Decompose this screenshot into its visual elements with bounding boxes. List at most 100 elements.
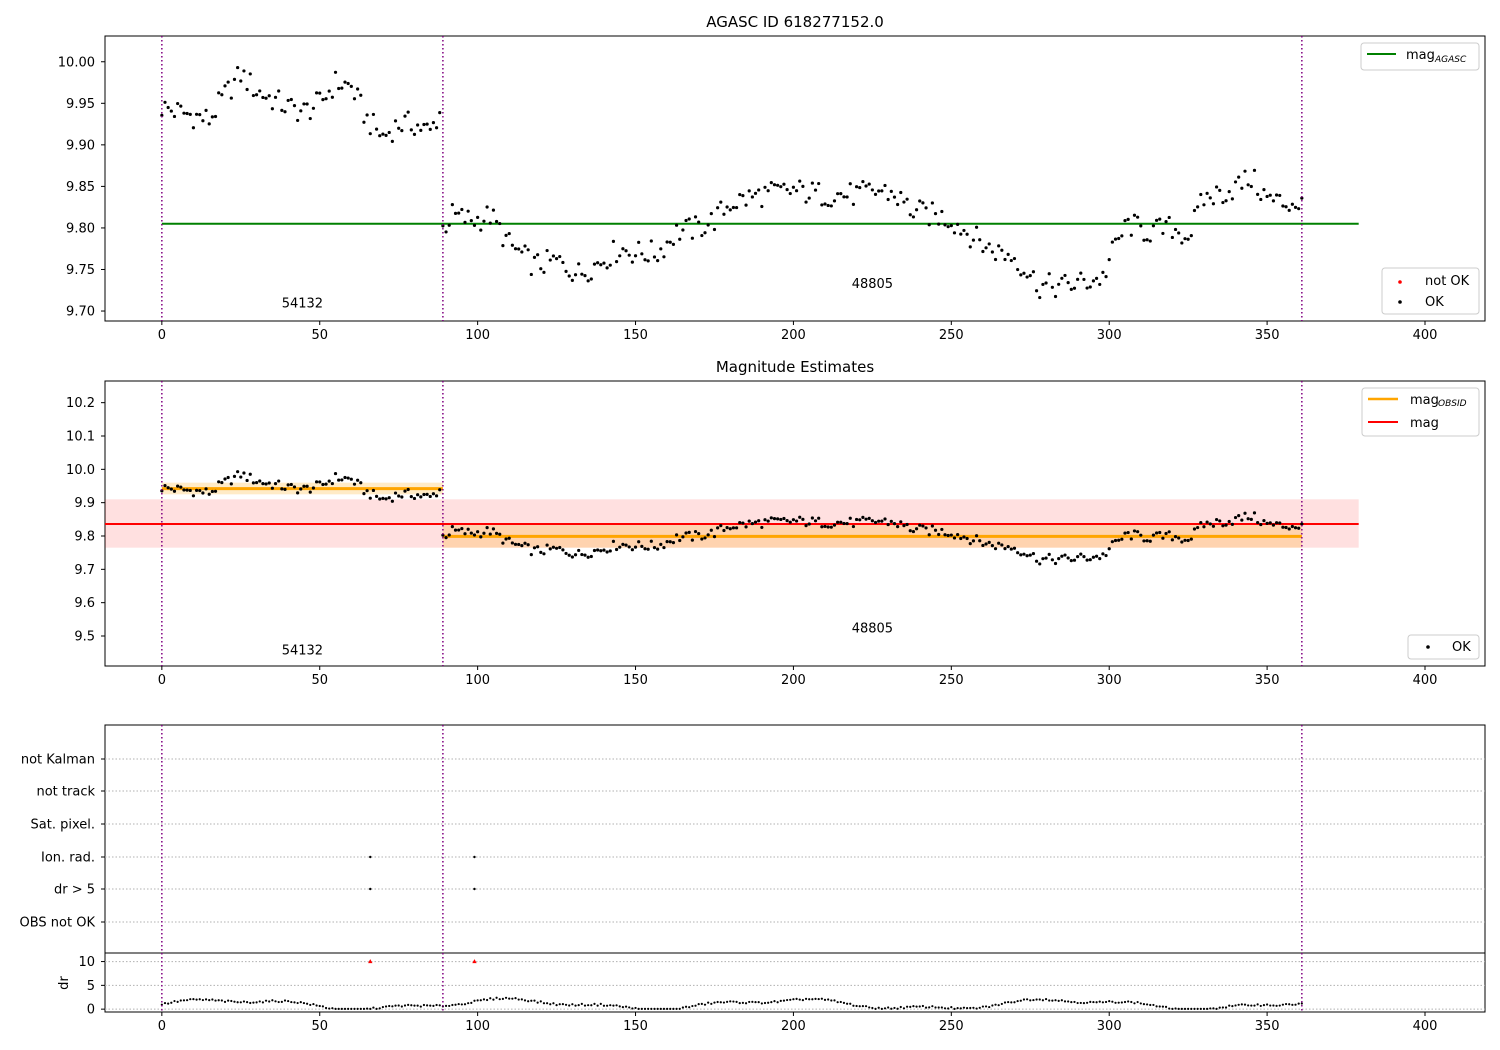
ok-point [1028,274,1032,278]
dr-point [1067,1000,1070,1003]
ok-point [362,120,366,124]
ok-point [605,550,609,554]
ok-point [1072,558,1077,562]
magest-x-tick-label: 350 [1255,673,1280,688]
dr-point [214,999,217,1002]
ok-point [611,239,616,243]
ok-point [839,520,843,524]
dr-point [751,1000,754,1003]
ok-point [359,93,363,97]
ok-point [356,478,360,482]
ok-point [899,190,903,195]
ok-point [873,192,878,196]
ok-point [949,224,953,228]
dr-point [726,1000,729,1003]
dr-x-tick-label: 250 [939,1019,964,1034]
ok-point [1287,208,1291,212]
dr-point [233,1000,236,1003]
ok-point [1199,520,1203,525]
ok-point [349,84,353,88]
ok-point [791,518,796,522]
ok-point [558,545,562,550]
ok-point [349,477,353,481]
dr-point [659,1007,662,1011]
ok-point [441,224,445,228]
ok-point [943,223,947,227]
dr-point [628,1006,631,1009]
ok-point [261,95,265,100]
ok-point [1041,557,1045,561]
ok-point [425,492,429,496]
ok-point [397,494,401,498]
dr-point [1035,998,1038,1001]
ok-point [182,111,186,115]
ok-point [873,520,878,525]
ok-point [605,266,609,270]
ok-point [889,519,893,523]
dr-point [366,1007,369,1010]
ok-point [624,543,628,547]
ok-point [536,545,540,549]
dr-point [460,1003,463,1006]
agasc-x-tick-label: 300 [1097,328,1122,343]
ok-point [289,97,293,102]
ok-point [185,111,189,116]
ok-point [242,69,246,73]
ok-point [510,541,514,545]
ok-point [267,481,271,485]
dr-point [798,998,801,1001]
ok-point [371,488,376,493]
magest-y-tick-label: 9.7 [74,563,95,578]
ok-point [1006,252,1010,256]
flag-row-label: Ion. rad. [41,851,95,866]
ok-point [687,530,691,535]
ok-point [1063,553,1067,557]
dr-point [264,999,268,1002]
ok-point [706,223,710,227]
dr-point [1161,1005,1164,1008]
dr-point [451,1003,454,1007]
magest-x-tick-label: 0 [158,673,166,688]
ok-point [277,89,281,93]
ok-point [984,246,988,250]
ok-point [753,191,758,195]
ok-point [1025,554,1029,558]
ok-point [457,211,461,215]
ok-point [384,497,388,501]
dr-point [230,999,233,1003]
dr-point [549,1003,552,1006]
dr-point [530,999,533,1002]
dr-point [375,1007,378,1011]
legend-ok-swatch [1398,300,1402,304]
ok-point [937,222,941,226]
ok-point [1256,192,1260,196]
ok-point [438,488,442,492]
ok-point [649,539,653,543]
dr-point [748,1000,751,1004]
dr-point [1120,1001,1123,1004]
dr-point [558,1003,561,1006]
ok-point [981,543,985,548]
legend-not-ok-swatch [1398,280,1402,284]
ok-point [896,202,900,207]
dr-point [454,1003,457,1006]
ok-point [956,532,960,537]
ok-point [974,534,979,538]
legend-mag-obsid-label: mag [1410,393,1439,408]
dr-point [1032,998,1035,1002]
dr-point [1221,1006,1224,1009]
ok-point [791,185,796,189]
agasc-x-tick-label: 0 [158,328,166,343]
ok-point [447,223,451,227]
dr-axes-frame [104,952,1486,1013]
agasc-y-tick-label: 9.90 [66,138,95,153]
ok-point [526,543,530,547]
ok-point [1044,281,1048,285]
ok-point [946,533,950,538]
agasc-y-tick-label: 9.85 [66,180,95,195]
ok-point [1186,237,1190,241]
dr-point [988,1005,991,1009]
ok-point [507,231,511,236]
ok-point [1252,168,1257,172]
ok-point [223,84,227,88]
